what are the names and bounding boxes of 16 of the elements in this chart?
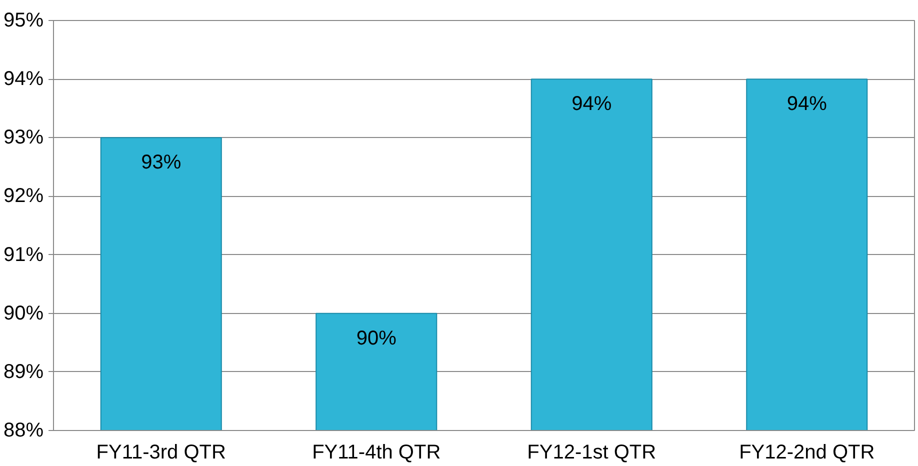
x-tick-label: FY12-1st QTR — [527, 442, 656, 464]
y-tick-label: 90% — [3, 302, 44, 324]
y-tick-label: 89% — [3, 360, 44, 383]
data-label: 94% — [572, 93, 612, 116]
data-label: 93% — [141, 152, 182, 174]
x-tick-label: FY11-3rd QTR — [96, 442, 226, 464]
y-tick-label: 88% — [3, 420, 44, 442]
y-tick-label: 92% — [3, 185, 44, 208]
y-tick-label: 95% — [3, 10, 44, 32]
data-label: 94% — [786, 93, 828, 116]
data-label: 90% — [356, 327, 397, 350]
y-tick-label: 91% — [3, 244, 44, 266]
x-tick-label: FY11-4th QTR — [312, 442, 441, 464]
x-tick-label: FY12-2nd QTR — [739, 442, 875, 464]
y-tick-label: 93% — [3, 126, 44, 149]
y-tick-label: 94% — [3, 68, 44, 90]
